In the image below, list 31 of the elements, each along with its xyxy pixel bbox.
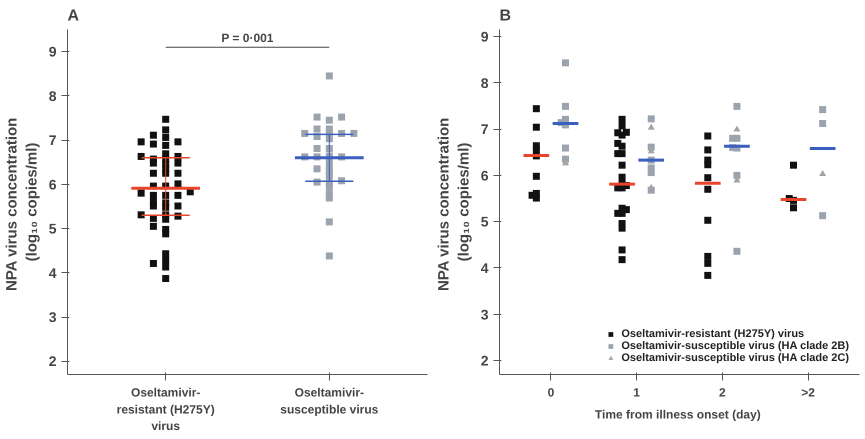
y-tick-label: 9 — [48, 44, 57, 60]
y-tick-label: 7 — [48, 132, 57, 148]
x-tick-label: 1 — [633, 386, 640, 400]
y-axis-title: NPA virus concentration (log₁₀ copies/ml) — [435, 118, 473, 292]
legend-label: Oseltamivir-susceptible virus (HA clade 2C) — [621, 352, 849, 364]
y-tick-label: 4 — [480, 260, 489, 276]
legend-label: Oseltamivir-resistant (H275Y) virus — [621, 328, 804, 340]
y-tick-label: 8 — [48, 88, 57, 104]
annotation: P = 0·001 — [221, 30, 274, 45]
y-tick-label: 5 — [48, 220, 57, 237]
y-tick-label: 5 — [480, 214, 489, 230]
x-tick-label: Oseltamivir- resistant (H275Y) virus — [116, 386, 215, 434]
chart-title: A — [68, 8, 80, 24]
y-tick-label: 2 — [48, 353, 57, 370]
x-tick-label: 2 — [719, 386, 726, 400]
y-tick-label: 7 — [480, 121, 489, 138]
y-tick-label: 3 — [48, 309, 57, 325]
y-axis-title: NPA virus concentration (log₁₀ copies/ml) — [3, 118, 41, 292]
x-tick-label: Oseltamivir- susceptible virus — [280, 386, 379, 416]
y-tick-label: 9 — [480, 28, 489, 44]
x-tick-label: >2 — [801, 386, 816, 400]
y-tick-label: 4 — [48, 264, 57, 281]
legend-label: Oseltamivir-susceptible virus (HA clade 2B) — [621, 340, 849, 352]
y-tick-label: 6 — [480, 167, 489, 184]
y-tick-label: 3 — [480, 306, 489, 322]
x-axis-title: Time from illness onset (day) — [594, 408, 761, 422]
y-tick-label: 2 — [480, 352, 489, 369]
x-tick-label: 0 — [548, 386, 555, 400]
chart-title: B — [500, 8, 512, 24]
y-tick-label: 6 — [48, 176, 57, 192]
y-tick-label: 8 — [480, 74, 489, 91]
